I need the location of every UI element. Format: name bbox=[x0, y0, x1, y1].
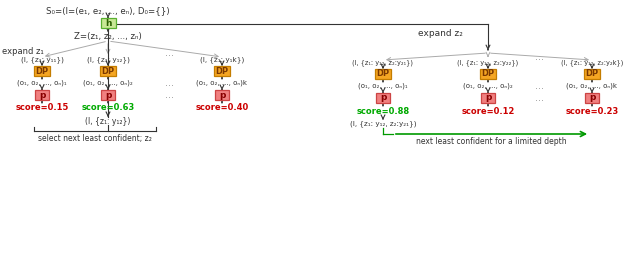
Text: (l, {z₁: y₁k}): (l, {z₁: y₁k}) bbox=[200, 57, 244, 63]
Text: DP: DP bbox=[586, 70, 598, 79]
FancyBboxPatch shape bbox=[101, 90, 115, 100]
Text: (o₁, o₂, ..., oₙ)k: (o₁, o₂, ..., oₙ)k bbox=[566, 83, 618, 89]
Text: (o₁, o₂, ..., oₙ)₂: (o₁, o₂, ..., oₙ)₂ bbox=[463, 83, 513, 89]
Text: DP: DP bbox=[216, 66, 228, 76]
Text: DP: DP bbox=[101, 66, 115, 76]
Text: score=0.15: score=0.15 bbox=[15, 104, 68, 113]
Text: p: p bbox=[39, 91, 45, 100]
FancyBboxPatch shape bbox=[481, 93, 495, 103]
Text: select next least confident; z₂: select next least confident; z₂ bbox=[38, 134, 152, 143]
FancyBboxPatch shape bbox=[100, 18, 115, 28]
Text: score=0.88: score=0.88 bbox=[356, 107, 410, 116]
Text: (l, {z₁: y₁₂, z₂:y₂₁}): (l, {z₁: y₁₂, z₂:y₂₁}) bbox=[349, 120, 416, 127]
Text: score=0.63: score=0.63 bbox=[81, 104, 134, 113]
Text: (l, {z₁: y₁₁}): (l, {z₁: y₁₁}) bbox=[20, 57, 63, 63]
Text: p: p bbox=[485, 94, 491, 103]
Text: expand z₁: expand z₁ bbox=[2, 47, 44, 55]
Text: DP: DP bbox=[35, 66, 49, 76]
Text: p: p bbox=[380, 94, 386, 103]
FancyBboxPatch shape bbox=[214, 66, 230, 76]
Text: DP: DP bbox=[376, 70, 390, 79]
Text: p: p bbox=[105, 91, 111, 100]
Text: (o₁, o₂, ..., oₙ)₁: (o₁, o₂, ..., oₙ)₁ bbox=[358, 83, 408, 89]
Text: next least confident for a limited depth: next least confident for a limited depth bbox=[416, 138, 567, 147]
FancyBboxPatch shape bbox=[585, 93, 599, 103]
Text: ...: ... bbox=[166, 48, 175, 58]
Text: ...: ... bbox=[536, 93, 545, 103]
Text: score=0.12: score=0.12 bbox=[461, 107, 515, 116]
Text: p: p bbox=[219, 91, 225, 100]
FancyBboxPatch shape bbox=[215, 90, 229, 100]
FancyBboxPatch shape bbox=[584, 69, 600, 79]
Text: (l, {z₁: y₁₂}): (l, {z₁: y₁₂}) bbox=[86, 57, 129, 63]
Text: S₀=(l=(e₁, e₂, ..., eₙ), D₀={}): S₀=(l=(e₁, e₂, ..., eₙ), D₀={}) bbox=[46, 7, 170, 16]
Text: DP: DP bbox=[481, 70, 495, 79]
Text: ...: ... bbox=[166, 78, 175, 88]
FancyBboxPatch shape bbox=[100, 66, 116, 76]
Text: Z=(z₁, z₂, ..., zₙ): Z=(z₁, z₂, ..., zₙ) bbox=[74, 32, 142, 41]
Text: (l, {z₁: y₁₂}): (l, {z₁: y₁₂}) bbox=[85, 116, 131, 125]
Text: (o₁, o₂, ..., oₙ)₂: (o₁, o₂, ..., oₙ)₂ bbox=[83, 80, 133, 86]
FancyBboxPatch shape bbox=[376, 93, 390, 103]
Text: p: p bbox=[589, 94, 595, 103]
Text: ...: ... bbox=[166, 90, 175, 100]
Text: expand z₂: expand z₂ bbox=[417, 29, 463, 39]
FancyBboxPatch shape bbox=[480, 69, 496, 79]
Text: ...: ... bbox=[536, 52, 545, 62]
FancyBboxPatch shape bbox=[35, 90, 49, 100]
Text: score=0.40: score=0.40 bbox=[195, 104, 248, 113]
FancyBboxPatch shape bbox=[375, 69, 391, 79]
Text: (l, {z₁: y₁₂, z₂:y₂₂}): (l, {z₁: y₁₂, z₂:y₂₂}) bbox=[458, 60, 518, 66]
Text: h: h bbox=[105, 18, 111, 27]
Text: ...: ... bbox=[536, 81, 545, 91]
Text: (l, {z₁: y₁₂, z₂:y₂k}): (l, {z₁: y₁₂, z₂:y₂k}) bbox=[561, 60, 623, 66]
Text: (o₁, o₂, ..., oₙ)k: (o₁, o₂, ..., oₙ)k bbox=[196, 80, 248, 86]
Text: score=0.23: score=0.23 bbox=[565, 107, 619, 116]
Text: (o₁, o₂, ..., oₙ)₁: (o₁, o₂, ..., oₙ)₁ bbox=[17, 80, 67, 86]
Text: (l, {z₁: y₁₂, z₂:y₂₁}): (l, {z₁: y₁₂, z₂:y₂₁}) bbox=[353, 60, 413, 66]
FancyBboxPatch shape bbox=[34, 66, 50, 76]
